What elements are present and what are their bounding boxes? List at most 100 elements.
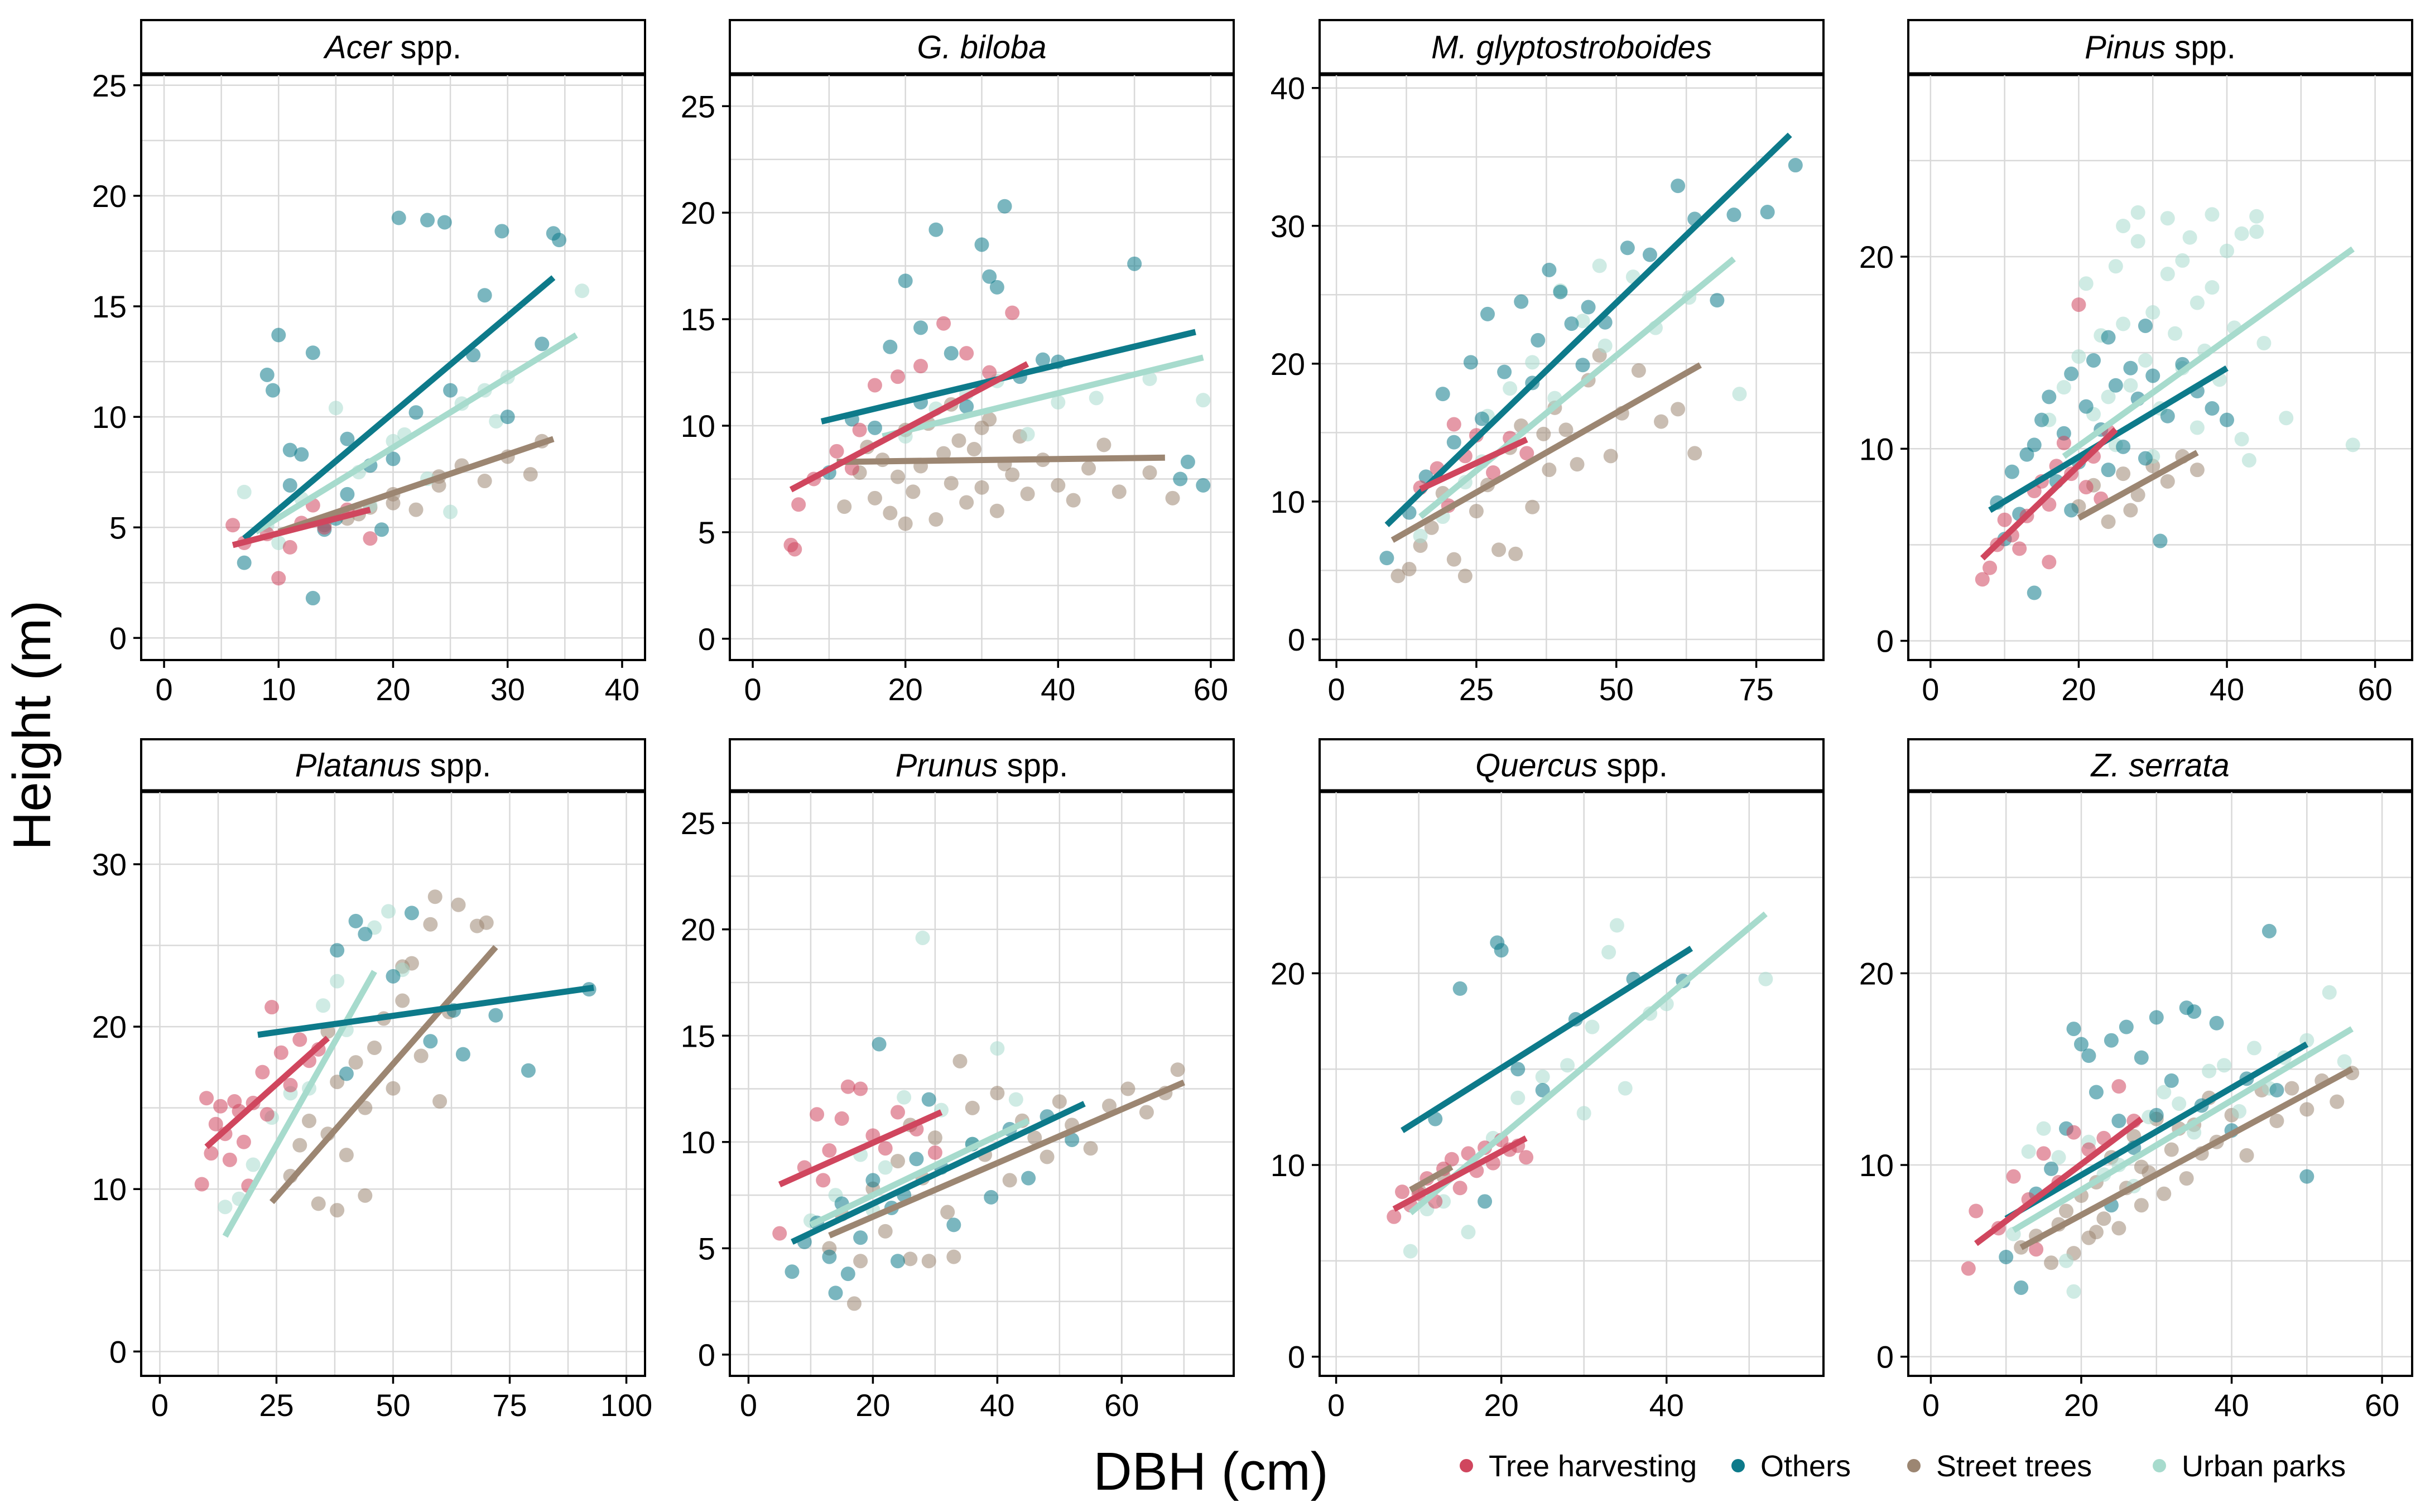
data-point-tree-harvesting [982, 365, 997, 380]
data-point-tree-harvesting [273, 1045, 288, 1060]
panel-grid [1908, 74, 2412, 660]
y-tick-label: 25 [681, 89, 715, 124]
data-point-others [1760, 205, 1775, 220]
x-tick-label: 0 [1922, 1388, 1940, 1423]
data-point-others [2149, 1010, 2164, 1025]
data-point-others [2042, 389, 2057, 405]
data-point-tree-harvesting [959, 346, 974, 361]
panel-points [1961, 923, 2360, 1299]
data-point-others [2153, 533, 2168, 548]
data-point-urban-parks [2175, 253, 2190, 268]
panel-title-italic: Pinus [2085, 30, 2166, 66]
data-point-street-trees [891, 1154, 905, 1169]
panel-fit-lines [778, 1080, 1185, 1245]
data-point-street-trees [1139, 1105, 1154, 1120]
panel-strip [729, 738, 1235, 792]
panel-title-suffix: spp. [2166, 30, 2236, 66]
data-point-tree-harvesting [822, 1143, 837, 1158]
panel-points [1975, 205, 2360, 600]
data-point-others [1435, 387, 1450, 402]
data-point-street-trees [1525, 499, 1540, 514]
data-point-others [2014, 1280, 2029, 1295]
panel-title: G. biloba [917, 30, 1046, 66]
data-point-urban-parks [1732, 387, 1747, 402]
data-point-street-trees [1542, 463, 1557, 478]
panel-fit-lines [204, 945, 594, 1238]
data-point-others [2108, 378, 2123, 393]
panel-title-italic: M. glyptostroboides [1431, 30, 1712, 66]
data-point-street-trees [1142, 465, 1157, 480]
data-point-street-trees [2123, 503, 2138, 518]
data-point-tree-harvesting [292, 1032, 307, 1047]
x-tick-label: 30 [490, 672, 525, 707]
panel-points [1379, 158, 1803, 584]
data-point-street-trees [846, 1296, 862, 1311]
data-point-urban-parks [2078, 276, 2094, 291]
legend-key-urban-parks [2153, 1459, 2166, 1472]
data-point-tree-harvesting [891, 1105, 905, 1120]
data-point-street-trees [413, 1048, 429, 1063]
data-point-others [2187, 1004, 2202, 1019]
y-tick-label: 30 [1271, 209, 1305, 244]
fit-line-tree-harvesting [1392, 1135, 1528, 1212]
data-point-street-trees [927, 1130, 942, 1145]
data-point-others [2027, 585, 2042, 600]
data-point-tree-harvesting [2036, 1146, 2051, 1161]
data-point-street-trees [2089, 1225, 2104, 1240]
legend-label-urban-parks: Urban parks [2182, 1450, 2346, 1483]
data-point-street-trees [1631, 363, 1646, 378]
data-point-urban-parks [1142, 372, 1157, 386]
data-point-others [1642, 247, 1657, 262]
data-point-street-trees [1687, 446, 1702, 461]
data-point-urban-parks [2345, 437, 2360, 452]
x-tick-label: 20 [855, 1388, 890, 1423]
data-point-tree-harvesting [1461, 1146, 1476, 1161]
data-point-street-trees [432, 1094, 447, 1109]
data-point-urban-parks [2130, 205, 2145, 220]
fit-line-street-trees [277, 436, 555, 535]
data-point-street-trees [853, 1254, 868, 1269]
y-tick-label: 5 [109, 510, 127, 545]
data-point-street-trees [928, 512, 944, 527]
data-point-tree-harvesting [213, 1099, 228, 1114]
data-point-others [828, 1285, 843, 1301]
data-point-others [1575, 358, 1590, 373]
data-point-others [282, 478, 297, 493]
data-point-urban-parks [1585, 1019, 1600, 1034]
data-point-others [535, 336, 550, 351]
x-tick-label: 10 [261, 672, 296, 707]
data-point-tree-harvesting [225, 518, 240, 533]
panels-layer: Acer spp. 0 10 20 30 40 0 5 10 15 20 25 G. biloba 0 20… [92, 19, 2413, 1423]
data-point-street-trees [837, 499, 852, 514]
y-tick-label: 40 [1271, 71, 1305, 106]
data-point-urban-parks [1403, 1244, 1418, 1259]
data-point-street-trees [386, 495, 401, 511]
data-point-urban-parks [1576, 1106, 1591, 1121]
legend-key-others [1731, 1459, 1745, 1472]
x-tick-label: 40 [2214, 1388, 2249, 1423]
x-tick-label: 20 [2061, 672, 2096, 707]
panel-title-suffix: spp. [421, 748, 491, 784]
data-point-others [282, 442, 297, 458]
data-point-urban-parks [271, 536, 286, 550]
panel-2: M. glyptostroboides 0 25 50 75 0 10 20 30 40 [1271, 19, 1825, 707]
data-point-others [2164, 1073, 2179, 1088]
data-point-others [1196, 478, 1211, 493]
y-tick-label: 20 [92, 1009, 127, 1044]
data-point-others [840, 1267, 855, 1282]
data-point-urban-parks [1597, 338, 1613, 353]
data-point-urban-parks [2021, 1144, 2036, 1159]
x-tick-label: 0 [740, 1388, 757, 1423]
legend-label-tree-harvesting: Tree harvesting [1489, 1450, 1697, 1483]
data-point-street-trees [989, 503, 1004, 518]
y-tick-label: 10 [681, 1125, 715, 1160]
data-point-others [1999, 1249, 2014, 1264]
data-point-street-trees [1120, 1081, 1135, 1096]
data-point-others [1494, 943, 1509, 958]
data-point-others [1581, 300, 1596, 315]
y-tick-label: 0 [1288, 1340, 1305, 1375]
data-point-urban-parks [2145, 305, 2160, 320]
data-point-street-trees [1002, 1173, 1017, 1188]
data-point-urban-parks [1592, 258, 1607, 273]
data-point-urban-parks [2279, 411, 2294, 426]
